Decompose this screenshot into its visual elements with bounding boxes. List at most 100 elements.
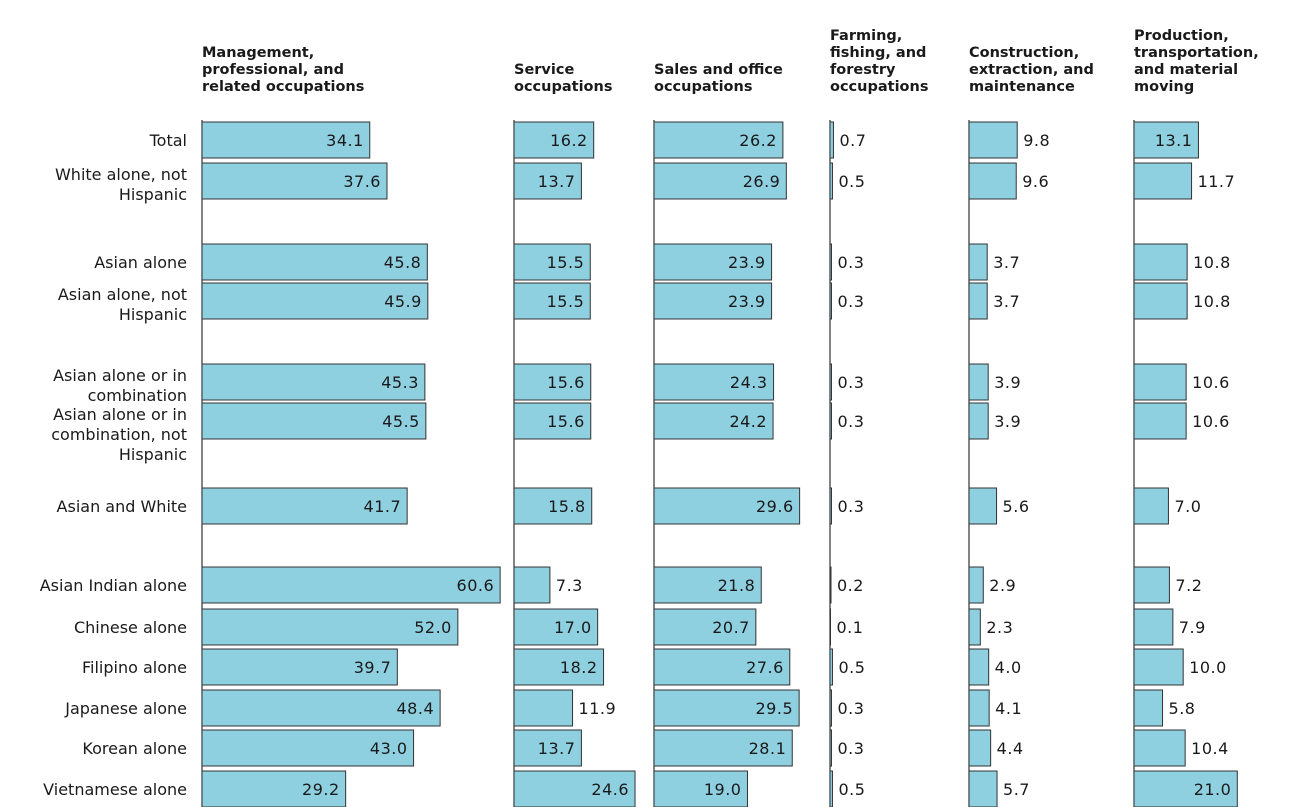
value-label: 29.6 [756,497,794,516]
value-label: 7.9 [1179,618,1206,637]
value-label: 26.2 [739,131,777,150]
bar [513,282,591,320]
panel-header: Farming, fishing, and forestry occupations [830,28,928,95]
value-label: 20.7 [712,618,750,637]
bar [968,162,1017,200]
bar [829,487,832,525]
bar [968,282,988,320]
panel-header: Management, professional, and related occu… [202,45,364,95]
bar [513,363,592,401]
value-label: 0.3 [837,699,864,718]
category-label: Japanese alone [64,699,187,718]
value-label: 10.8 [1193,292,1231,311]
category-label: Total [149,131,187,150]
category-label: Asian and White [57,497,187,516]
value-label: 2.3 [986,618,1013,637]
value-label: 4.1 [995,699,1022,718]
bar [653,770,748,807]
value-label: 18.2 [560,658,598,677]
value-label: 24.3 [730,373,768,392]
value-label: 0.1 [836,618,863,637]
value-label: 45.5 [382,412,420,431]
bar [1133,121,1199,159]
bar [968,487,998,525]
bar [513,689,574,727]
value-label: 5.7 [1003,780,1030,799]
value-label: 48.4 [397,699,435,718]
value-label: 26.9 [743,172,781,191]
bar [201,648,398,686]
bar [653,608,757,646]
value-label: 7.3 [556,576,583,595]
value-label: 29.5 [756,699,794,718]
bar [653,243,773,281]
category-label: Vietnamese alone [43,780,187,799]
bar [653,566,762,604]
bar [201,689,441,727]
value-label: 3.7 [993,292,1020,311]
category-label: Asian alone or in combination [53,366,187,405]
bar [829,566,832,604]
bar [201,770,347,807]
value-label: 45.8 [384,253,422,272]
bar [829,162,833,200]
value-label: 28.1 [749,739,787,758]
bar [968,402,989,440]
bar [513,648,605,686]
value-label: 0.5 [838,780,865,799]
bar [201,162,388,200]
bar [829,402,832,440]
bar [829,282,832,320]
bar [653,363,775,401]
category-label: Asian alone [94,253,187,272]
bar [1133,402,1187,440]
value-label: 60.6 [457,576,495,595]
value-label: 0.3 [837,412,864,431]
value-label: 23.9 [728,292,766,311]
bar [968,608,981,646]
value-label: 3.9 [994,412,1021,431]
bar [513,770,636,807]
bar [513,121,595,159]
value-label: 41.7 [364,497,402,516]
bar [968,243,988,281]
value-label: 5.6 [1003,497,1030,516]
value-label: 3.7 [993,253,1020,272]
bar [829,770,833,807]
value-label: 15.6 [547,412,585,431]
bar [201,729,415,767]
value-label: 29.2 [302,780,340,799]
value-label: 11.7 [1198,172,1236,191]
bar [513,566,551,604]
value-label: 10.0 [1189,658,1227,677]
value-label: 17.0 [554,618,592,637]
value-label: 0.3 [837,373,864,392]
value-label: 15.5 [547,292,585,311]
category-label: White alone, not Hispanic [55,165,187,204]
bar [201,487,408,525]
bar [653,121,784,159]
value-label: 27.6 [746,658,784,677]
value-label: 37.6 [343,172,381,191]
bar [653,162,787,200]
value-label: 2.9 [989,576,1016,595]
bar [653,402,774,440]
value-label: 5.8 [1169,699,1196,718]
panel-header: Sales and office occupations [654,62,783,95]
bar [1133,608,1174,646]
value-label: 24.6 [591,780,629,799]
bar [653,282,773,320]
value-label: 43.0 [370,739,408,758]
value-label: 10.6 [1192,373,1230,392]
bar [653,648,791,686]
category-label: Korean alone [82,739,187,758]
value-label: 0.3 [837,497,864,516]
value-label: 21.8 [718,576,756,595]
value-label: 7.2 [1175,576,1202,595]
value-label: 24.2 [729,412,767,431]
bar [968,121,1018,159]
bar [829,648,833,686]
value-label: 0.3 [837,292,864,311]
bar [1133,689,1164,727]
